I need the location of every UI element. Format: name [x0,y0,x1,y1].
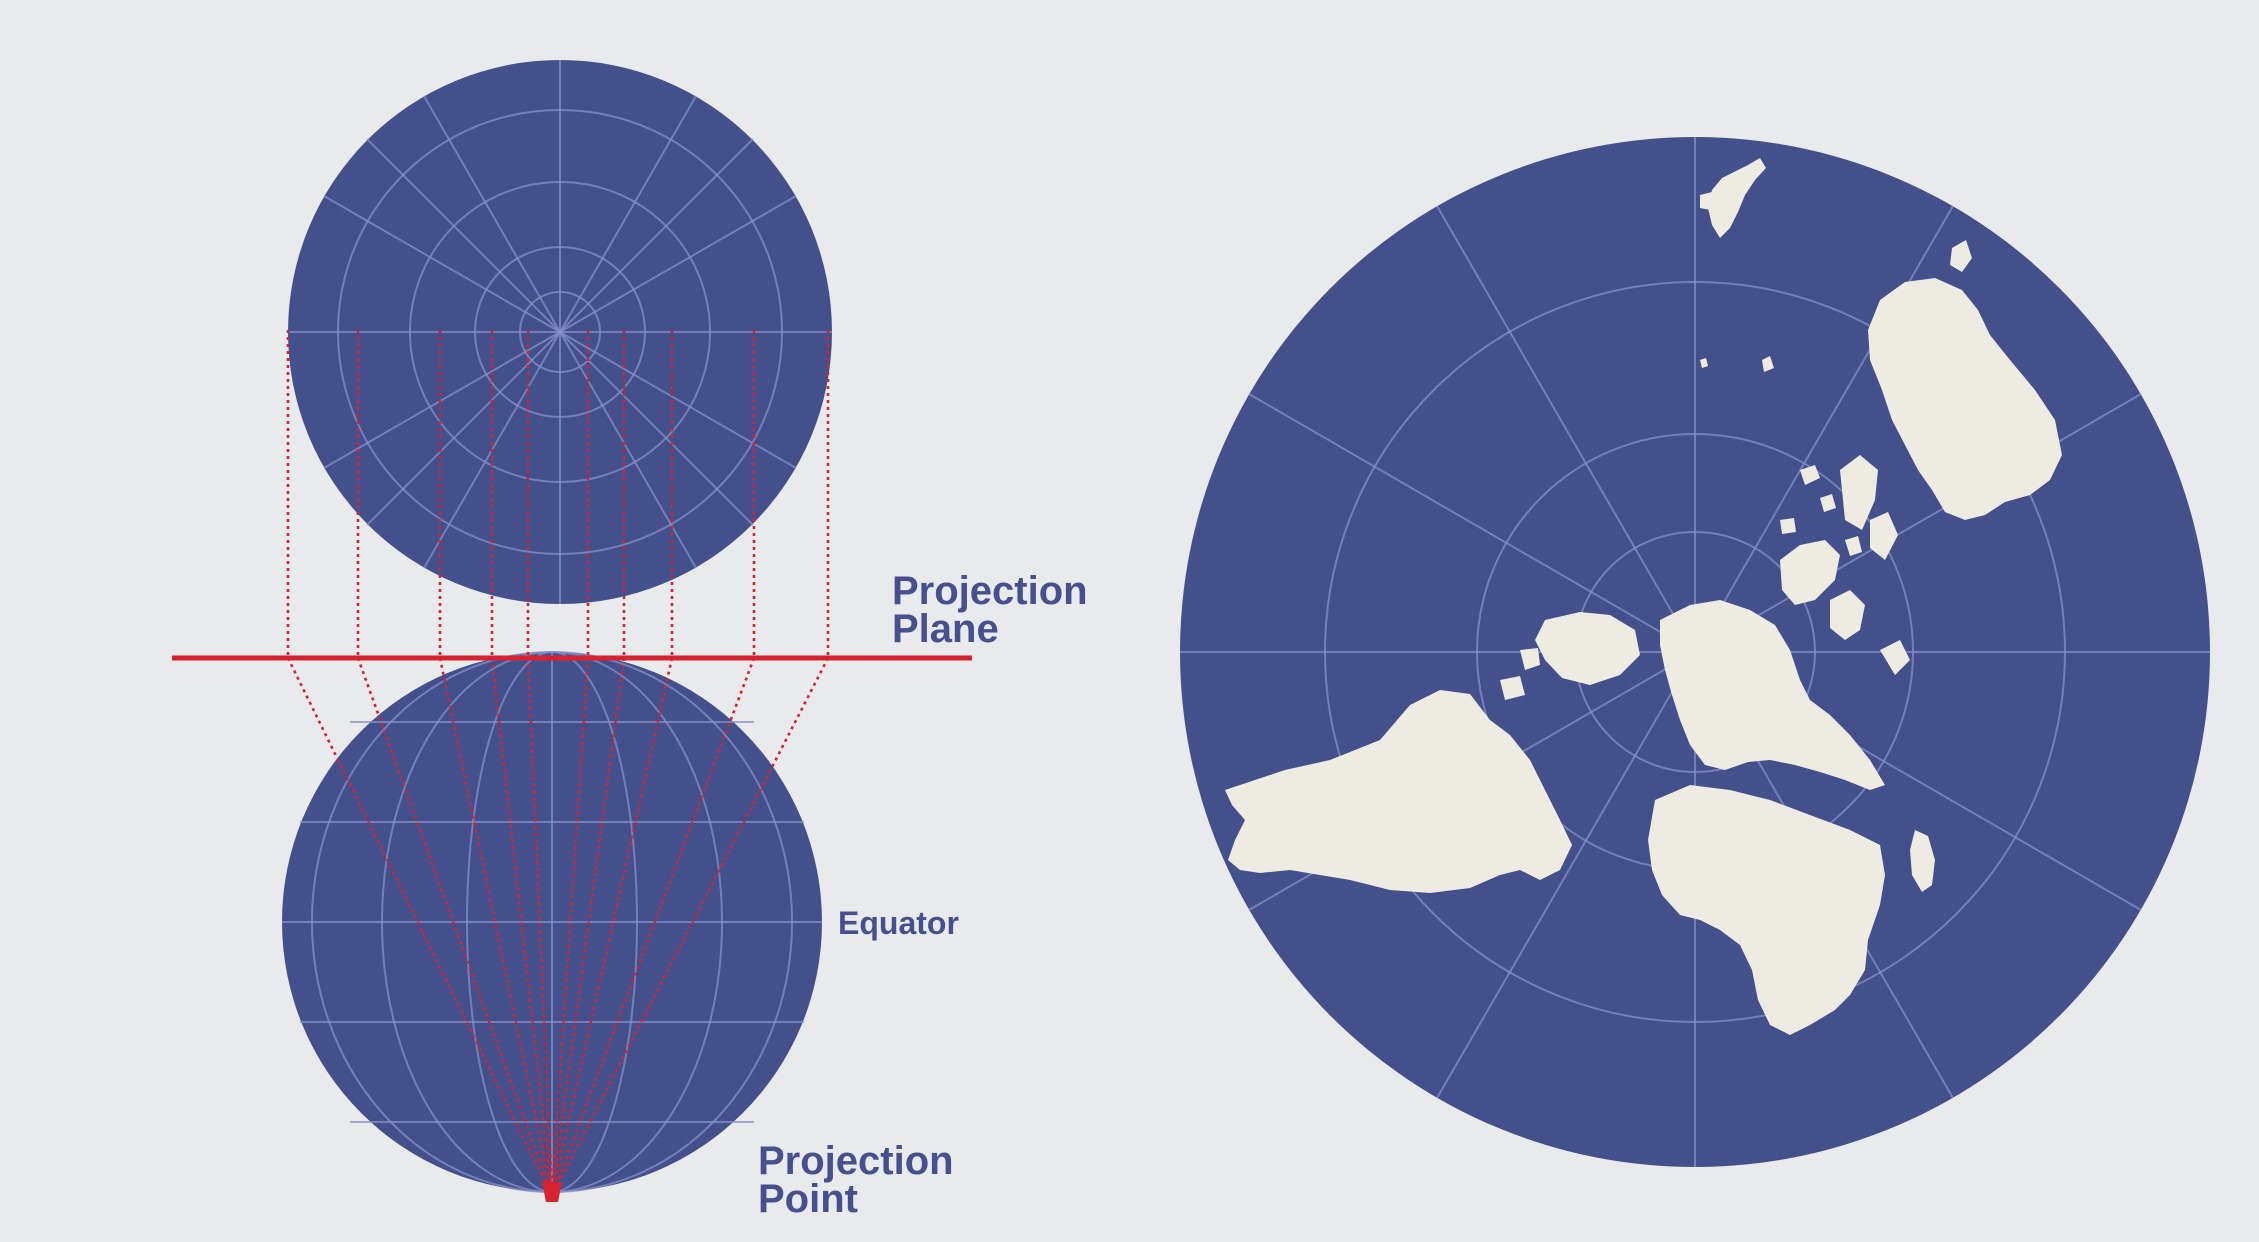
land-greenland [1535,612,1640,685]
land-madagascar [1910,830,1935,892]
projection-point-label-2: Point [758,1177,858,1221]
projection-rays [286,330,830,1197]
land-australia [1868,278,2062,520]
land-north-america [1225,690,1572,893]
projection-plane-label-1: Projection [892,569,1088,613]
top-globe [288,60,832,604]
projection-point-marker [542,1182,562,1202]
projection-plane-label-2: Plane [892,607,999,651]
world-map [1180,137,2210,1167]
land-eurasia [1660,600,1885,790]
projection-point-label-1: Projection [758,1139,954,1183]
land-africa [1648,785,1885,1035]
land-new-zealand [1708,158,1766,238]
equator-label: Equator [838,905,959,941]
top-globe-graticule [288,60,832,604]
bottom-globe [282,651,822,1193]
land-masses [1225,158,2062,1035]
